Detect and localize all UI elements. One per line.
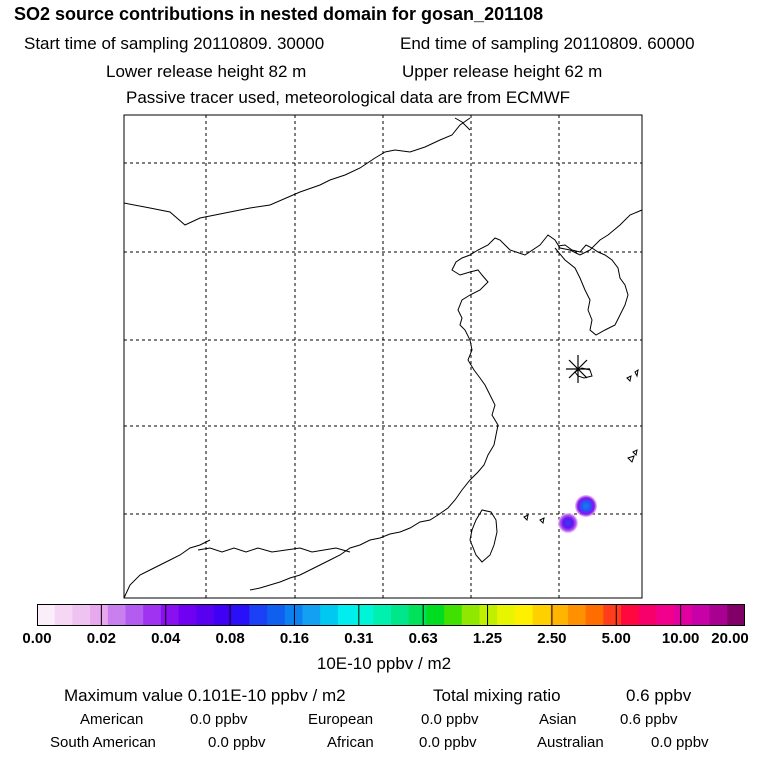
- colorbar-tick-label: 0.16: [279, 630, 310, 647]
- coastlines: [123, 117, 643, 599]
- colorbar-cell: [107, 604, 126, 626]
- colorbar-cell: [320, 604, 339, 626]
- colorbar-cell: [497, 604, 516, 626]
- colorbar-cell: [267, 604, 286, 626]
- colorbar-cell: [568, 604, 587, 626]
- colorbar-frame: [37, 604, 745, 626]
- colorbar-cell: [514, 604, 533, 626]
- source-value-australian: 0.0 ppbv: [651, 734, 709, 751]
- maximum-value: Maximum value 0.101E-10 ppbv / m2: [64, 686, 346, 705]
- colorbar-cell: [621, 604, 640, 626]
- colorbar-cell: [284, 604, 303, 626]
- source-label-south-american: South American: [50, 734, 156, 751]
- colorbar-cell: [373, 604, 392, 626]
- colorbar-cell: [37, 604, 56, 626]
- colorbar-tick-label: 5.00: [601, 630, 631, 647]
- colorbar-unit: 10E-10 ppbv / m2: [316, 654, 452, 673]
- colorbar-cell: [727, 604, 745, 626]
- colorbar-cell: [585, 604, 604, 626]
- colorbar-cell: [461, 604, 480, 626]
- source-label-african: African: [327, 734, 374, 751]
- colorbar-cell: [479, 604, 498, 626]
- end-time: End time of sampling 20110809. 60000: [400, 34, 695, 53]
- source-label-european: European: [308, 711, 374, 728]
- colorbar-cell: [691, 604, 710, 626]
- source-value-south-american: 0.0 ppbv: [208, 734, 266, 751]
- colorbar-cell: [196, 604, 215, 626]
- colorbar-cell: [231, 604, 250, 626]
- lower-release-height: Lower release height 82 m: [106, 62, 307, 81]
- colorbar-cell: [550, 604, 569, 626]
- colorbar-tick-label: 1.25: [472, 630, 503, 647]
- colorbar-tick-label: 0.00: [22, 630, 52, 647]
- source-value-european: 0.0 ppbv: [421, 711, 479, 728]
- source-value-american: 0.0 ppbv: [190, 711, 248, 728]
- colorbar-cell: [249, 604, 268, 626]
- colorbar-cell: [72, 604, 91, 626]
- colorbar-cell: [674, 604, 693, 626]
- colorbar: [37, 604, 745, 626]
- source-value-african: 0.0 ppbv: [419, 734, 477, 751]
- total-mixing-ratio-label: Total mixing ratio: [433, 686, 561, 705]
- colorbar-tick-label: 0.31: [344, 630, 374, 647]
- colorbar-tick-label: 0.08: [215, 630, 245, 647]
- colorbar-cell: [160, 604, 179, 626]
- source-label-australian: Australian: [537, 734, 604, 751]
- chart-title: SO2 source contributions in nested domai…: [14, 4, 544, 24]
- colorbar-tick-label: 10.00: [661, 630, 700, 647]
- plume-blob-north: [575, 495, 597, 517]
- colorbar-cell: [391, 604, 410, 626]
- colorbar-cell: [214, 604, 233, 626]
- colorbar-cell: [355, 604, 374, 626]
- tracer-info: Passive tracer used, meteorological data…: [126, 88, 571, 107]
- plume-blob-south: [558, 513, 578, 533]
- colorbar-cell: [532, 604, 551, 626]
- colorbar-cell: [337, 604, 356, 626]
- colorbar-tick-label: 0.63: [408, 630, 438, 647]
- total-mixing-ratio-value: 0.6 ppbv: [626, 686, 692, 705]
- lat-lon-grid: [124, 115, 642, 598]
- colorbar-cell: [426, 604, 445, 626]
- colorbar-tick-label: 20.00: [711, 630, 749, 647]
- receptor-marker-icon: [566, 355, 590, 383]
- colorbar-cell: [603, 604, 622, 626]
- colorbar-cell: [709, 604, 728, 626]
- colorbar-tick-label: 2.50: [537, 630, 567, 647]
- colorbar-cell: [638, 604, 657, 626]
- colorbar-cell: [408, 604, 427, 626]
- upper-release-height: Upper release height 62 m: [402, 62, 603, 81]
- source-label-american: American: [80, 711, 144, 728]
- colorbar-cell: [178, 604, 197, 626]
- colorbar-cell: [656, 604, 675, 626]
- colorbar-cell: [54, 604, 73, 626]
- colorbar-cell: [444, 604, 463, 626]
- colorbar-tick-label: 0.02: [86, 630, 116, 647]
- colorbar-tick-label: 0.04: [151, 630, 181, 647]
- colorbar-cell: [143, 604, 162, 626]
- start-time: Start time of sampling 20110809. 30000: [24, 34, 325, 53]
- colorbar-cell: [90, 604, 109, 626]
- map-panel: [123, 114, 643, 599]
- colorbar-cell: [302, 604, 321, 626]
- colorbar-cell: [125, 604, 144, 626]
- source-value-asian: 0.6 ppbv: [620, 711, 678, 728]
- source-label-asian: Asian: [539, 711, 577, 728]
